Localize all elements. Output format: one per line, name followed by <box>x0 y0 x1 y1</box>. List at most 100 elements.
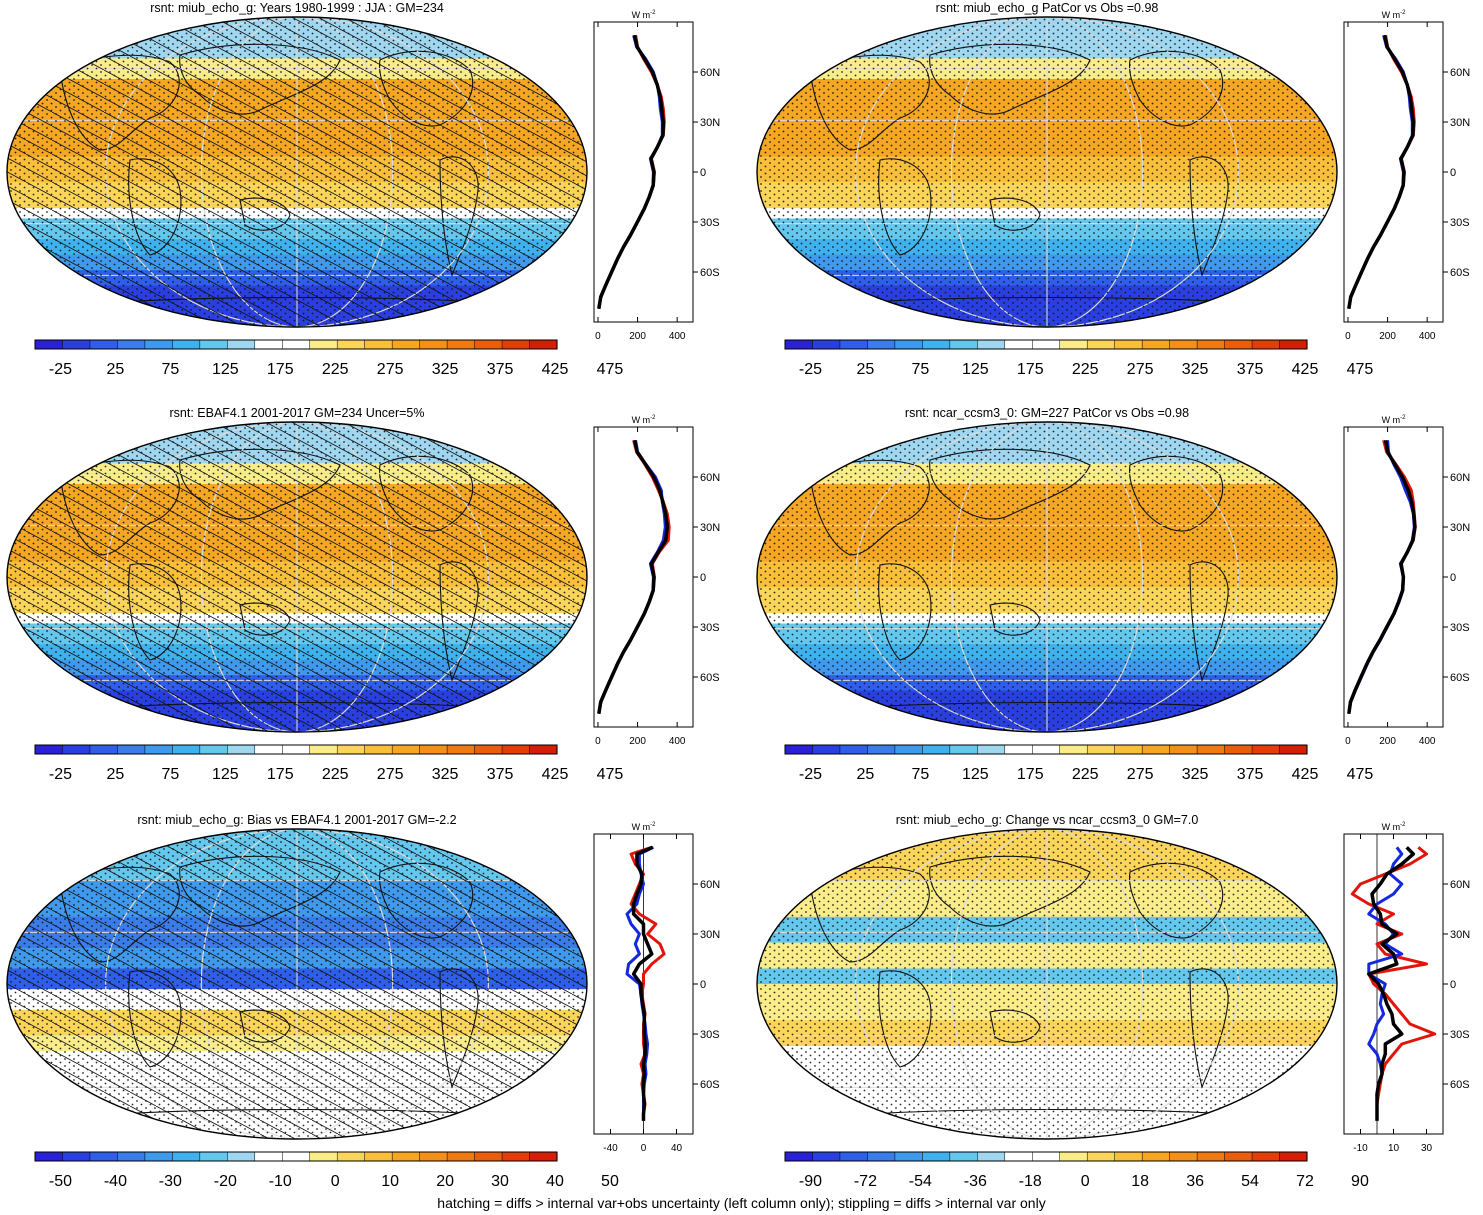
zonal-x-tick-label: 30 <box>1421 1143 1433 1154</box>
colorbar-tick-label: 325 <box>1182 766 1209 783</box>
colorbar-tick-label: 72 <box>1296 1173 1314 1190</box>
colorbar-tick-label: 125 <box>962 766 989 783</box>
colorbar: -25 25 75 125 175 225 275 325 375 425 475 <box>784 744 1373 783</box>
zonal-lat-tick-label: 60N <box>700 879 720 891</box>
colorbar-tick-label: 275 <box>1127 361 1154 378</box>
zonal-lat-tick-label: 0 <box>1450 167 1456 179</box>
panel-title: rsnt: miub_echo_g PatCor vs Obs =0.98 <box>935 1 1159 15</box>
zonal-x-tick-label: -10 <box>1353 1143 1368 1154</box>
zonal-x-tick-label: 400 <box>669 331 686 342</box>
zonal-mean-plot: W m-2 0 200 400 60N 30N 0 30S 60S <box>1343 415 1470 747</box>
map-field <box>757 422 1337 732</box>
zonal-lat-tick-label: 30S <box>1450 622 1470 634</box>
colorbar-tick-label: 18 <box>1131 1173 1149 1190</box>
svg-text:W m-2: W m-2 <box>632 822 656 832</box>
svg-text:W m-2: W m-2 <box>632 415 656 425</box>
map-field <box>7 422 587 732</box>
zonal-x-tick-label: 200 <box>629 736 646 747</box>
colorbar: -25 25 75 125 175 225 275 325 375 425 475 <box>34 339 624 378</box>
colorbar-tick-label: 50 <box>601 1173 619 1190</box>
zonal-lat-tick-label: 60N <box>700 67 720 79</box>
panel-ncar-ccsm3: rsnt: ncar_ccsm3_0: GM=227 PatCor vs Obs… <box>750 405 1483 785</box>
zonal-lat-tick-label: 60N <box>1450 472 1470 484</box>
colorbar-tick-label: 175 <box>267 766 294 783</box>
panel-graphic: -25 25 75 125 175 225 275 325 375 425 475 W m-2 0 200… <box>756 415 1470 783</box>
svg-text:W m-2: W m-2 <box>632 10 656 20</box>
panel-title: rsnt: miub_echo_g: Bias vs EBAF4.1 2001-… <box>137 813 457 827</box>
colorbar-tick-label: 30 <box>491 1173 509 1190</box>
colorbar-tick-label: -72 <box>854 1173 877 1190</box>
zonal-mean-plot: W m-2 -10 10 30 60N 30N 0 30S 60S <box>1343 822 1470 1154</box>
zonal-lat-tick-label: 30S <box>1450 217 1470 229</box>
zonal-mean-plot: W m-2 -40 0 40 60N 30N 0 30S 60S <box>593 822 720 1154</box>
svg-text:W m-2: W m-2 <box>1382 415 1406 425</box>
colorbar-tick-label: 425 <box>1292 361 1319 378</box>
colorbar-tick-label: -25 <box>799 766 822 783</box>
zonal-x-tick-label: 0 <box>1345 736 1351 747</box>
zonal-lat-tick-label: 30N <box>1450 929 1470 941</box>
zonal-x-tick-label: 0 <box>595 331 601 342</box>
zonal-lat-tick-label: 30N <box>700 522 720 534</box>
colorbar-tick-label: 125 <box>212 766 239 783</box>
zonal-lat-tick-label: 60S <box>1450 1079 1470 1091</box>
colorbar-tick-label: 90 <box>1351 1173 1369 1190</box>
panel-title: rsnt: miub_echo_g: Years 1980-1999 : JJA… <box>150 1 444 15</box>
colorbar-tick-label: 375 <box>487 766 514 783</box>
zonal-lat-tick-label: 30S <box>700 622 720 634</box>
zonal-x-tick-label: 0 <box>595 736 601 747</box>
colorbar-tick-label: -40 <box>104 1173 127 1190</box>
colorbar-tick-label: 36 <box>1186 1173 1204 1190</box>
zonal-lat-tick-label: 30N <box>700 929 720 941</box>
colorbar-tick-label: -36 <box>964 1173 987 1190</box>
zonal-lat-tick-label: 30S <box>700 217 720 229</box>
zonal-x-tick-label: 400 <box>669 736 686 747</box>
zonal-lat-tick-label: 0 <box>1450 979 1456 991</box>
colorbar-tick-label: 25 <box>107 361 125 378</box>
zonal-lat-tick-label: 30S <box>1450 1029 1470 1041</box>
panel-ebaf-obs: rsnt: EBAF4.1 2001-2017 GM=234 Uncer=5% -… <box>0 405 733 785</box>
colorbar-tick-label: 225 <box>322 361 349 378</box>
colorbar-tick-label: 25 <box>857 361 875 378</box>
colorbar: -90 -72 -54 -36 -18 0 18 36 54 72 90 <box>784 1151 1369 1190</box>
panel-graphic: -50 -40 -30 -20 -10 0 10 20 30 40 50 W m-2 -40 0 40 60N… <box>6 822 720 1190</box>
zonal-x-tick-label: 200 <box>629 331 646 342</box>
zonal-lat-tick-label: 30N <box>700 117 720 129</box>
figure-footer-note: hatching = diffs > internal var+obs unce… <box>437 1195 1046 1211</box>
colorbar-tick-label: 225 <box>1072 766 1099 783</box>
colorbar-tick-label: -20 <box>214 1173 237 1190</box>
panel-graphic: -25 25 75 125 175 225 275 325 375 425 475 W m-2 0 200… <box>6 415 720 783</box>
zonal-x-tick-label: 10 <box>1388 1143 1400 1154</box>
colorbar-tick-label: 475 <box>1347 361 1374 378</box>
colorbar-tick-label: 75 <box>161 766 179 783</box>
panel-graphic: -90 -72 -54 -36 -18 0 18 36 54 72 90 W m-2 -10 10 30 60… <box>756 822 1470 1190</box>
colorbar-tick-label: 75 <box>911 766 929 783</box>
panel-title: rsnt: EBAF4.1 2001-2017 GM=234 Uncer=5% <box>169 406 425 420</box>
zonal-x-tick-label: 200 <box>1379 331 1396 342</box>
zonal-x-tick-label: 200 <box>1379 736 1396 747</box>
zonal-mean-series-line <box>1347 34 1416 309</box>
panel-title: rsnt: ncar_ccsm3_0: GM=227 PatCor vs Obs… <box>904 406 1190 420</box>
colorbar: -50 -40 -30 -20 -10 0 10 20 30 40 50 <box>34 1151 619 1190</box>
colorbar-tick-label: -25 <box>49 361 72 378</box>
colorbar-tick-label: 54 <box>1241 1173 1259 1190</box>
map-field <box>757 829 1337 1139</box>
colorbar-tick-label: 225 <box>322 766 349 783</box>
map-field <box>757 17 1337 327</box>
colorbar-tick-label: -25 <box>799 361 822 378</box>
zonal-lat-tick-label: 0 <box>1450 572 1456 584</box>
colorbar-tick-label: -18 <box>1019 1173 1042 1190</box>
panel-title: rsnt: miub_echo_g: Change vs ncar_ccsm3_… <box>895 813 1199 827</box>
colorbar-tick-label: 75 <box>161 361 179 378</box>
zonal-mean-series-line <box>1367 846 1416 1121</box>
colorbar-tick-label: 425 <box>542 361 569 378</box>
colorbar-tick-label: 475 <box>597 766 624 783</box>
zonal-mean-plot: W m-2 0 200 400 60N 30N 0 30S 60S <box>593 415 720 747</box>
colorbar-tick-label: 25 <box>857 766 875 783</box>
zonal-lat-tick-label: 60N <box>1450 879 1470 891</box>
panel-graphic: -25 25 75 125 175 225 275 325 375 425 475 W m-2 0 200… <box>756 10 1470 378</box>
panel-miub-climatology: rsnt: miub_echo_g: Years 1980-1999 : JJA… <box>0 0 733 380</box>
colorbar-tick-label: 325 <box>432 361 459 378</box>
colorbar-tick-label: 475 <box>597 361 624 378</box>
colorbar-tick-label: 325 <box>1182 361 1209 378</box>
colorbar-tick-label: 125 <box>962 361 989 378</box>
